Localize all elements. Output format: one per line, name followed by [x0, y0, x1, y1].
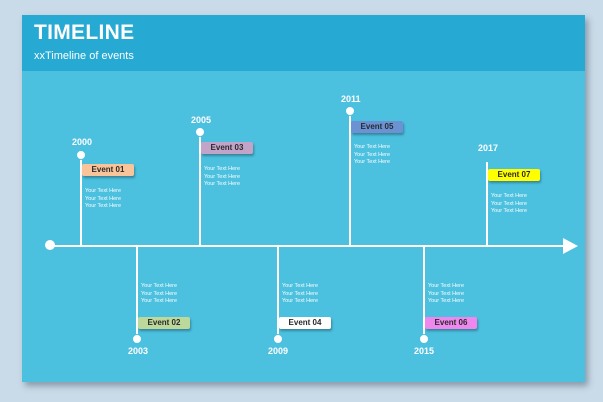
description-line: Your Text Here [491, 200, 528, 207]
axis-start-dot [45, 240, 55, 250]
description-line: Your Text Here [428, 283, 465, 289]
slide-subtitle: xxTimeline of events [34, 50, 134, 62]
description-line: Your Text Here [141, 290, 178, 297]
header-bar: TIMELINE xxTimeline of events [22, 15, 585, 71]
event-description: Your Text Here Your Text Here Your Text … [85, 188, 121, 211]
description-line: Your Text Here [491, 193, 528, 199]
pin-icon [195, 127, 205, 137]
description-line: Your Text Here [354, 144, 391, 150]
description-line: Your Text Here [428, 298, 465, 304]
description-line: Your Text Here [85, 203, 122, 209]
description-line: Your Text Here [141, 283, 178, 289]
event-description: Your Text Here Your Text Here Your Text … [282, 283, 318, 306]
event-label: Event 03 [201, 142, 253, 154]
description-line: Your Text Here [354, 159, 391, 165]
description-line: Your Text Here [282, 290, 319, 297]
event-year: 2000 [72, 137, 93, 147]
event-label: Event 04 [279, 317, 331, 329]
event-year: 2015 [414, 346, 435, 356]
event-stem [277, 246, 279, 337]
description-line: Your Text Here [204, 181, 241, 187]
event-stem [349, 115, 351, 245]
event-description: Your Text Here Your Text Here Your Text … [428, 283, 464, 306]
description-line: Your Text Here [491, 208, 528, 214]
description-line: Your Text Here [204, 173, 241, 180]
description-line: Your Text Here [141, 298, 178, 304]
description-line: Your Text Here [204, 166, 241, 172]
event-label: Event 05 [351, 121, 403, 133]
description-line: Your Text Here [354, 151, 391, 158]
description-line: Your Text Here [282, 283, 319, 289]
event-label: Event 07 [488, 169, 540, 181]
event-stem [80, 159, 82, 245]
event-stem [136, 246, 138, 337]
event-label: Event 02 [138, 317, 190, 329]
pin-icon [273, 334, 283, 344]
description-line: Your Text Here [428, 290, 465, 297]
event-stem [423, 246, 425, 337]
event-description: Your Text Here Your Text Here Your Text … [354, 144, 390, 167]
pin-icon [76, 150, 86, 160]
event-year: 2017 [478, 143, 499, 153]
timeline-slide: TIMELINE xxTimeline of events 2000 Event… [22, 15, 585, 382]
event-stem [486, 162, 488, 245]
event-year: 2009 [268, 346, 289, 356]
event-year: 2005 [191, 115, 212, 125]
description-line: Your Text Here [282, 298, 319, 304]
description-line: Your Text Here [85, 195, 122, 202]
event-description: Your Text Here Your Text Here Your Text … [491, 193, 527, 216]
event-description: Your Text Here Your Text Here Your Text … [204, 166, 240, 189]
event-stem [199, 136, 201, 245]
pin-icon [345, 106, 355, 116]
event-label: Event 06 [425, 317, 477, 329]
description-line: Your Text Here [85, 188, 122, 194]
event-label: Event 01 [82, 164, 134, 176]
slide-title: TIMELINE [34, 21, 135, 44]
event-year: 2011 [341, 94, 361, 104]
axis-arrow-icon [563, 238, 578, 254]
pin-icon [419, 334, 429, 344]
event-year: 2003 [128, 346, 149, 356]
event-description: Your Text Here Your Text Here Your Text … [141, 283, 177, 306]
pin-icon [132, 334, 142, 344]
timeline-axis [50, 245, 570, 247]
